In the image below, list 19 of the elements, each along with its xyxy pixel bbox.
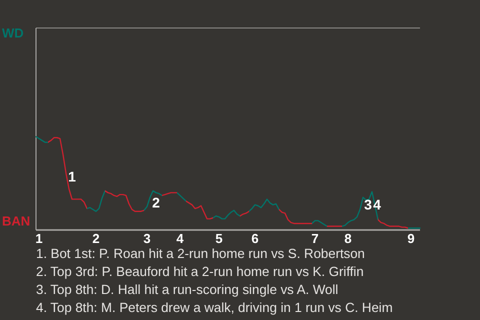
x-tick-label: 9	[407, 231, 415, 246]
annotation: 4	[373, 196, 382, 213]
text: 2. Top 3rd: P. Beauford hit a 2-run home run vs K. Griffin	[36, 264, 364, 279]
x-tick-label: 2	[92, 231, 100, 246]
x-tick-label: 4	[176, 231, 184, 246]
text: 4. Top 8th: M. Peters drew a walk, driving in 1 run vs C. Heim	[36, 300, 393, 315]
annotation: 3	[364, 196, 372, 213]
x-tick-label: 7	[311, 231, 319, 246]
annotation: 2	[152, 194, 160, 211]
x-tick-label: 3	[143, 231, 151, 246]
x-tick-label: 8	[344, 231, 352, 246]
x-tick-label: 6	[251, 231, 259, 246]
text: WD	[2, 25, 24, 40]
text: 1. Bot 1st: P. Roan hit a 2-run home run vs S. Robertson	[36, 246, 365, 261]
annotation: 1	[68, 168, 76, 185]
text: BAN	[2, 213, 30, 228]
x-tick-label: 5	[215, 231, 223, 246]
text: 3. Top 8th: D. Hall hit a run-scoring single vs A. Woll	[36, 282, 338, 297]
x-tick-label: 1	[35, 231, 43, 246]
